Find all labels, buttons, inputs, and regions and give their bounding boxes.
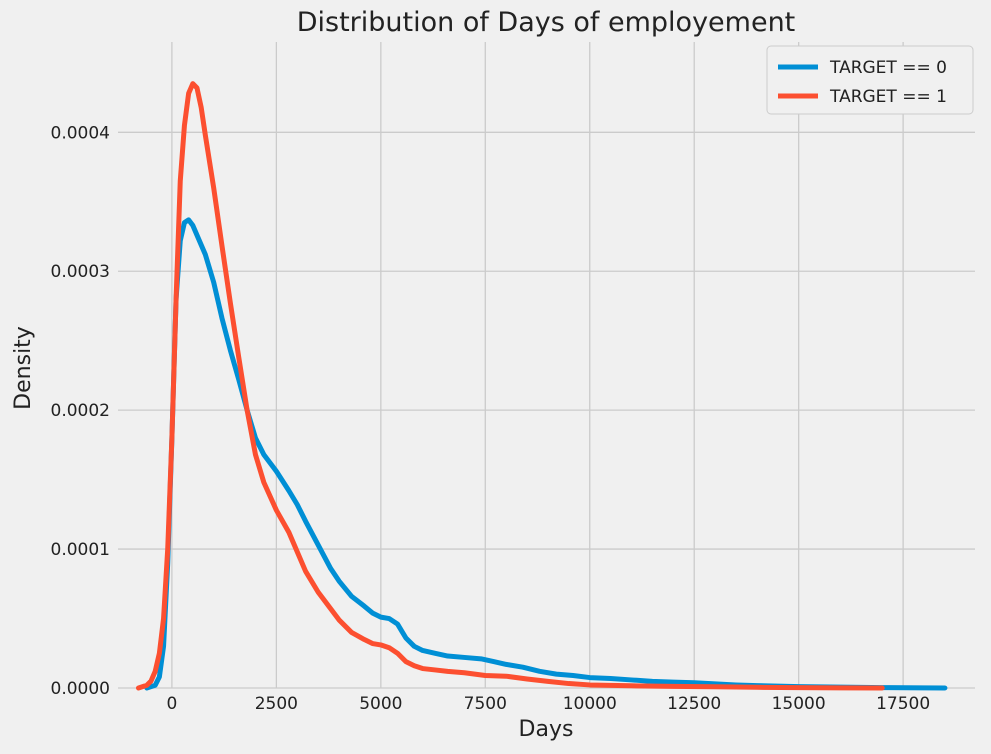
y-axis-label: Density [11, 326, 36, 410]
chart-title: Distribution of Days of employement [297, 7, 796, 38]
x-axis-ticks: 0 2500 5000 7500 10000 12500 15000 17500 [166, 694, 930, 714]
x-tick-label: 0 [166, 694, 177, 714]
x-tick-label: 10000 [563, 694, 617, 714]
x-tick-label: 7500 [464, 694, 507, 714]
x-tick-label: 5000 [359, 694, 402, 714]
series-line-target-0 [144, 217, 948, 691]
y-tick-label: 0.0003 [51, 262, 110, 282]
grid [118, 42, 975, 689]
x-axis-label: Days [519, 717, 574, 742]
y-tick-label: 0.0004 [51, 123, 110, 143]
y-axis-ticks: 0.0000 0.0001 0.0002 0.0003 0.0004 [51, 123, 110, 699]
x-tick-label: 12500 [667, 694, 721, 714]
y-tick-label: 0.0002 [51, 401, 110, 421]
legend-label-target-0: TARGET == 0 [829, 58, 947, 78]
legend: TARGET == 0 TARGET == 1 [766, 45, 974, 115]
legend-label-target-1: TARGET == 1 [829, 87, 947, 107]
x-tick-label: 15000 [772, 694, 826, 714]
y-tick-label: 0.0001 [51, 540, 110, 560]
series-lines [135, 81, 948, 691]
x-tick-label: 2500 [255, 694, 298, 714]
series-line-target-1 [135, 81, 885, 691]
y-tick-label: 0.0000 [51, 679, 110, 699]
legend-frame [766, 45, 974, 115]
x-tick-label: 17500 [876, 694, 930, 714]
